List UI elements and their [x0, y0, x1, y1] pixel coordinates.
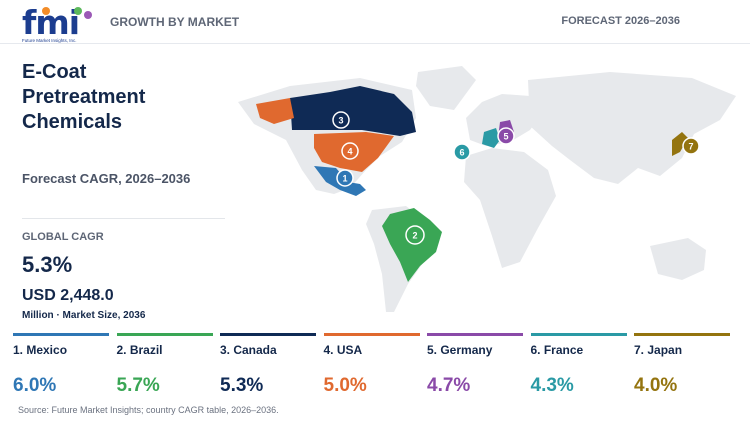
- card-accent-bar: [427, 333, 523, 336]
- country-brazil[interactable]: [382, 208, 442, 282]
- card-france[interactable]: 6. France 4.3%: [530, 333, 627, 403]
- marker-2[interactable]: 2: [405, 225, 425, 245]
- logo-wordmark: fmi: [22, 3, 80, 42]
- country-japan[interactable]: [672, 132, 688, 156]
- country-france[interactable]: [482, 128, 500, 148]
- map-markers: 1 2 3 4 5 6 7: [332, 111, 700, 245]
- logo-dot-purple: [84, 11, 92, 19]
- card-label-brazil: 2. Brazil: [116, 343, 163, 357]
- card-value-brazil: 5.7%: [116, 375, 160, 396]
- card-label-usa: 4. USA: [323, 343, 363, 357]
- logo-subtitle: Future Market Insights, Inc.: [22, 38, 77, 43]
- page-subtitle: Forecast CAGR, 2026–2036: [22, 171, 191, 186]
- card-value-japan: 4.0%: [634, 375, 678, 396]
- svg-text:2: 2: [412, 231, 417, 241]
- country-alaska[interactable]: [256, 98, 294, 124]
- divider: [22, 218, 225, 219]
- australia-shape: [650, 238, 706, 280]
- card-value-germany: 4.7%: [427, 375, 471, 396]
- card-accent-bar: [323, 333, 420, 336]
- greenland-shape: [416, 66, 476, 110]
- card-value-canada: 5.3%: [220, 375, 264, 396]
- card-label-canada: 3. Canada: [220, 343, 277, 357]
- svg-text:7: 7: [688, 142, 693, 152]
- svg-text:6: 6: [459, 148, 464, 158]
- page-title: E-Coat Pretreatment Chemicals: [22, 61, 146, 133]
- card-japan[interactable]: 7. Japan 4.0%: [634, 333, 730, 403]
- world-map: 1 2 3 4 5 6 7: [238, 66, 736, 312]
- africa-shape: [464, 148, 556, 268]
- card-value-france: 4.3%: [530, 375, 574, 396]
- marker-5[interactable]: 5: [497, 127, 515, 145]
- marker-7[interactable]: 7: [682, 137, 700, 155]
- svg-text:3: 3: [338, 116, 343, 126]
- card-accent-bar: [530, 333, 627, 336]
- card-label-mexico: 1. Mexico: [13, 343, 68, 357]
- card-mexico[interactable]: 1. Mexico 6.0%: [13, 333, 109, 403]
- header-bar: fmi Future Market Insights, Inc. GROWTH …: [0, 0, 750, 44]
- card-accent-bar: [220, 333, 316, 336]
- card-value-mexico: 6.0%: [13, 375, 57, 396]
- fmi-logo[interactable]: fmi Future Market Insights, Inc.: [22, 3, 94, 45]
- section-label: GROWTH BY MARKET: [110, 15, 240, 29]
- card-accent-bar: [13, 333, 109, 336]
- card-value-usa: 5.0%: [323, 375, 367, 396]
- source-note: Source: Future Market Insights; country …: [18, 405, 279, 415]
- card-label-germany: 5. Germany: [427, 343, 493, 357]
- forecast-label: FORECAST 2026–2036: [561, 15, 680, 27]
- global-cagr-label: GLOBAL CAGR: [22, 231, 104, 243]
- market-size-caption: Million · Market Size, 2036: [22, 310, 146, 321]
- card-label-france: 6. France: [530, 343, 584, 357]
- marker-4[interactable]: 4: [341, 142, 359, 160]
- country-cards: 1. Mexico 6.0% 2. Brazil 5.7% 3. Canada 5.3% 4…: [13, 333, 750, 403]
- global-cagr-value: 5.3%: [22, 252, 73, 277]
- card-accent-bar: [634, 333, 730, 336]
- asia-shape: [528, 72, 736, 184]
- logo-dot-orange: [42, 7, 50, 15]
- card-accent-bar: [116, 333, 213, 336]
- country-canada[interactable]: [290, 86, 416, 136]
- card-brazil[interactable]: 2. Brazil 5.7%: [116, 333, 213, 403]
- card-usa[interactable]: 4. USA 5.0%: [323, 333, 420, 403]
- marker-6[interactable]: 6: [453, 143, 471, 161]
- marker-1[interactable]: 1: [336, 169, 354, 187]
- card-canada[interactable]: 3. Canada 5.3%: [220, 333, 316, 403]
- svg-text:1: 1: [342, 174, 347, 184]
- card-germany[interactable]: 5. Germany 4.7%: [427, 333, 523, 403]
- market-size-value: USD 2,448.0: [22, 287, 114, 304]
- marker-3[interactable]: 3: [332, 111, 350, 129]
- logo-dot-green: [74, 7, 82, 15]
- card-label-japan: 7. Japan: [634, 343, 683, 357]
- svg-text:5: 5: [503, 132, 508, 142]
- svg-text:4: 4: [347, 147, 352, 157]
